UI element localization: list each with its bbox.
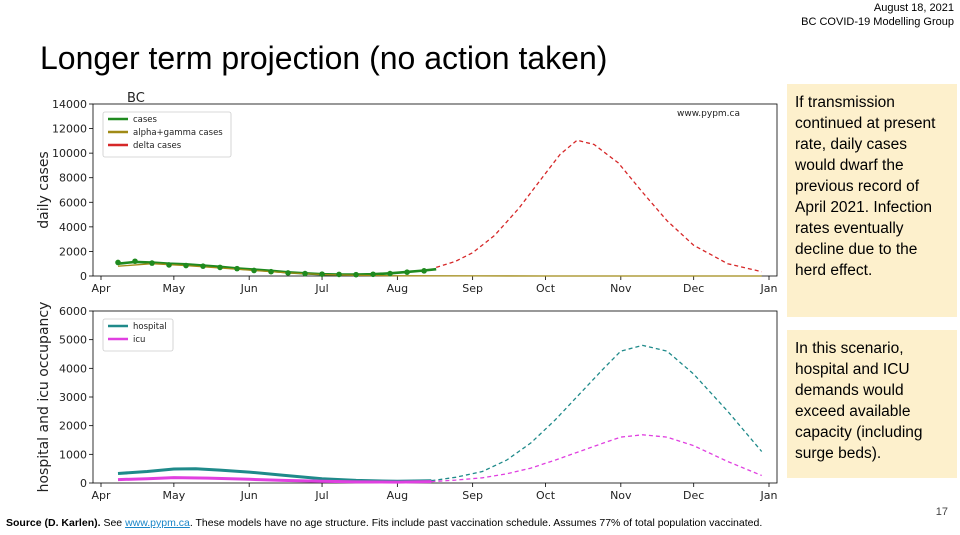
chart-1-ytick-label: 14000: [52, 98, 87, 111]
chart-1-data-point: [217, 264, 223, 271]
chart-1-data-point: [336, 271, 342, 278]
chart-2-xtick-label: Oct: [536, 489, 556, 502]
chart-1-data-point: [319, 271, 325, 277]
chart-2-xtick-label: Sep: [462, 489, 483, 502]
footer: Source (D. Karlen). See www.pypm.ca. The…: [6, 517, 762, 529]
chart-1-data-point: [353, 271, 359, 278]
chart-2-legend-label: icu: [133, 335, 145, 345]
chart-1-xtick-label: Jul: [314, 282, 328, 295]
footer-source: Source (D. Karlen).: [6, 517, 101, 529]
chart-2-ytick-label: 6000: [59, 305, 87, 318]
chart-1-ytick-label: 10000: [52, 147, 87, 160]
chart-1-title: BC: [127, 91, 145, 106]
chart-2-series-hospital-projection: [431, 344, 763, 482]
note-hospital: In this scenario, hospital and ICU deman…: [787, 330, 957, 478]
header-org: BC COVID-19 Modelling Group: [801, 16, 954, 28]
chart-1-data-point: [251, 267, 257, 274]
chart-2-xtick-label: May: [162, 489, 185, 502]
chart-1-legend-label: cases: [133, 115, 158, 125]
footer-link[interactable]: www.pypm.ca: [125, 517, 190, 529]
chart-2-xtick-label: Aug: [387, 489, 408, 502]
chart-2-series-icu-fit: [117, 476, 432, 484]
chart-2-xtick-label: Jun: [240, 489, 258, 502]
chart-1-ytick-label: 6000: [59, 196, 87, 209]
footer-see: See: [100, 517, 126, 529]
header-date: August 18, 2021: [873, 2, 954, 14]
chart-1-data-point: [234, 265, 240, 272]
chart-1-xtick-label: May: [162, 282, 185, 295]
chart-2-xtick-label: Jul: [314, 489, 328, 502]
chart-1-xtick-label: Sep: [462, 282, 483, 295]
chart-1-ytick-label: 12000: [52, 123, 87, 136]
slide-title: Longer term projection (no action taken): [40, 40, 608, 76]
chart-1-data-point: [285, 270, 291, 276]
chart-2-xtick-label: Nov: [610, 489, 632, 502]
chart-1-data-point: [302, 270, 308, 277]
chart-2-ylabel: hospital and icu occupancy: [36, 302, 52, 493]
chart-1-data-point: [421, 268, 427, 274]
chart-1-data-point: [404, 269, 410, 275]
chart-1-data-point: [115, 259, 121, 266]
chart-1-xtick-label: Apr: [91, 282, 111, 295]
chart-1-data-point: [200, 263, 206, 269]
chart-1-data-point: [268, 268, 274, 275]
chart-1-ytick-label: 8000: [59, 172, 87, 185]
chart-1-xtick-label: Dec: [683, 282, 704, 295]
chart-1-legend-label: alpha+gamma cases: [133, 128, 223, 138]
chart-2-xtick-label: Apr: [91, 489, 111, 502]
chart-1-data-point: [370, 271, 376, 278]
chart-1-data-points: [115, 258, 427, 278]
chart-1-legend-box: [102, 111, 232, 158]
chart-1-xtick-label: Jun: [240, 282, 258, 295]
chart-2-ytick-label: 3000: [59, 391, 87, 404]
chart-1-xtick-label: Nov: [610, 282, 632, 295]
chart-2-frame: [92, 310, 778, 484]
chart-1-ytick-label: 0: [80, 270, 87, 283]
chart-2-series-icu-projection: [431, 434, 762, 483]
chart-1-xtick-label: Oct: [536, 282, 556, 295]
chart-2-xtick-label: Dec: [683, 489, 704, 502]
chart-2-legend-label: hospital: [133, 322, 167, 332]
chart-1-ytick-label: 2000: [59, 245, 87, 258]
chart-2-ytick-label: 4000: [59, 362, 87, 375]
chart-1-xtick-label: Jan: [760, 282, 778, 295]
chart-1-ytick-label: 4000: [59, 221, 87, 234]
footer-text: . These models have no age structure. Fi…: [189, 517, 763, 529]
chart-1-annotation: www.pypm.ca: [677, 109, 740, 119]
chart-2-ytick-label: 5000: [59, 334, 87, 347]
chart-2-ytick-label: 0: [80, 477, 87, 490]
chart-1-xtick-label: Aug: [387, 282, 408, 295]
chart-1-legend-label: delta cases: [133, 141, 182, 151]
chart-1-data-point: [183, 262, 189, 269]
page-number: 17: [935, 506, 948, 518]
chart-1-data-point: [149, 260, 155, 266]
chart-2-ytick-label: 2000: [59, 420, 87, 433]
chart-1-data-point: [166, 262, 172, 268]
note-cases: If transmission continued at present rat…: [787, 84, 957, 317]
chart-1-ylabel: daily cases: [36, 151, 52, 228]
chart-2-xtick-label: Jan: [760, 489, 778, 502]
chart-2-ytick-label: 1000: [59, 448, 87, 461]
chart-1-data-point: [132, 258, 138, 265]
chart-1-data-point: [387, 270, 393, 277]
